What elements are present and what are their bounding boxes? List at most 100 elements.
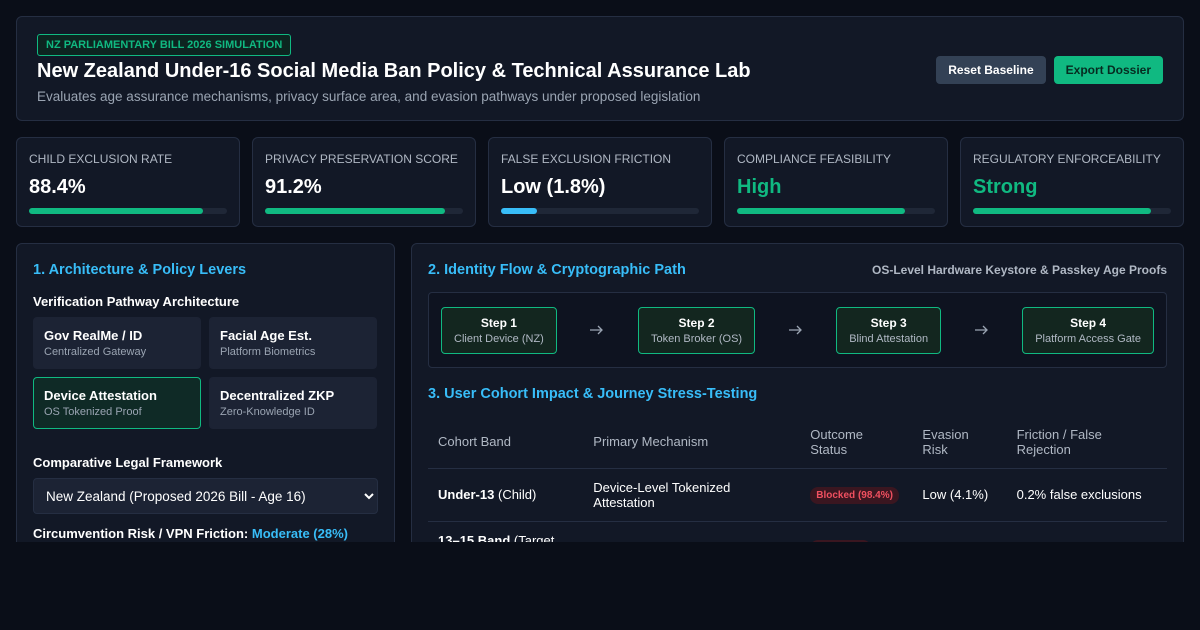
reset-button[interactable]: Reset Baseline (936, 56, 1046, 84)
card-title: Device Attestation (44, 388, 157, 403)
flow-box: Step 1 Client Device (NZ) Step 2 Token Brok… (428, 292, 1167, 368)
metric-card: FALSE EXCLUSION FRICTION Low (1.8%) (488, 137, 712, 227)
progress-fill (737, 208, 906, 214)
step-subtitle: Token Broker (OS) (650, 332, 743, 345)
subtitle: Evaluates age assurance mechanisms, priv… (37, 89, 701, 104)
card-subtitle: OS Tokenized Proof (44, 406, 142, 418)
note: OS-Level Hardware Keystore & Passkey Age… (871, 263, 1167, 277)
progress-track (501, 208, 699, 214)
metric-value: 88.4% (29, 176, 86, 198)
status-pill: Blocked (98.4%) (810, 486, 899, 504)
mechanism-cell: Device-Level Tokenized Attestation (583, 468, 801, 522)
status-pill: Restricted (810, 539, 872, 542)
pathway-card[interactable]: Facial Age Est. Platform Biometrics (209, 317, 377, 369)
column-header: Evasion Risk (912, 416, 1007, 469)
metric-label: CHILD EXCLUSION RATE (29, 152, 173, 166)
progress-track (29, 208, 227, 214)
progress-track (973, 208, 1171, 214)
flow-panel: 2. Identity Flow & Cryptographic Path OS… (411, 243, 1184, 542)
cohort-cell: Under-13 (Child) (428, 468, 584, 522)
metric-label: FALSE EXCLUSION FRICTION (501, 152, 672, 166)
progress-track (737, 208, 935, 214)
flow-step: Step 3 Blind Attestation (836, 306, 942, 354)
table-row: Under-13 (Child) Device-Level Tokenized A… (428, 468, 1167, 522)
step-subtitle: Platform Access Gate (1035, 332, 1141, 345)
label: Circumvention Risk / VPN Friction: (33, 526, 249, 541)
progress-track (265, 208, 463, 214)
levers-panel: 1. Architecture & Policy Levers Verifica… (16, 243, 395, 542)
column-header: Primary Mechanism (583, 416, 801, 469)
column-header: Outcome Status (800, 416, 913, 469)
step-title: Step 2 (678, 315, 715, 330)
metric-value: Low (1.8%) (501, 176, 606, 198)
progress-fill (501, 208, 537, 214)
circumvention: Circumvention Risk / VPN Friction: Moder… (33, 526, 378, 541)
step-title: Step 1 (480, 315, 517, 330)
content-area: 1. Architecture & Policy Levers Verifica… (0, 243, 1200, 542)
card-subtitle: Zero-Knowledge ID (220, 406, 315, 418)
status-cell: Restricted (800, 521, 913, 542)
friction-cell: 0.2% false exclusions (1006, 468, 1167, 522)
pathway-card[interactable]: Gov RealMe / ID Centralized Gateway (33, 317, 201, 369)
metric-card: CHILD EXCLUSION RATE 88.4% (16, 137, 240, 227)
arrow (974, 325, 988, 335)
flow-step: Step 2 Token Broker (OS) (637, 306, 756, 354)
badge: NZ PARLIAMENTARY BILL 2026 SIMULATION (37, 34, 292, 56)
table-row: 13–15 Band (Target NZDevice-Level Tokeni… (428, 521, 1167, 542)
pathway-card[interactable]: Decentralized ZKP Zero-Knowledge ID (209, 377, 377, 429)
arrow-path (590, 325, 604, 335)
step-title: Step 3 (870, 315, 907, 330)
metric-label: COMPLIANCE FEASIBILITY (737, 152, 892, 166)
subheading: Comparative Legal Framework (33, 455, 223, 470)
table-body: Under-13 (Child) Device-Level Tokenized A… (428, 468, 1167, 542)
step-subtitle: Blind Attestation (849, 332, 929, 345)
cohort-note: (Child) (497, 487, 537, 502)
friction-cell (1006, 521, 1167, 542)
metric-value: Strong (973, 176, 1038, 198)
value: Moderate (28%) (251, 526, 348, 541)
status-cell: Blocked (98.4%) (800, 468, 913, 522)
header-panel: NZ PARLIAMENTARY BILL 2026 SIMULATION Ne… (16, 16, 1184, 121)
button-group: Reset Baseline Export Dossier (936, 56, 1163, 84)
arrow (788, 325, 802, 335)
pathway-grid: Gov RealMe / ID Centralized Gateway Facial… (33, 317, 378, 429)
cohort-table: Cohort Band Primary Mechanism Outcome Stat… (428, 416, 1167, 542)
cohort-band: 13–15 Band (438, 532, 511, 543)
cohort-note: (Target NZ (513, 532, 555, 543)
card-title: Decentralized ZKP (220, 388, 335, 403)
step-subtitle: Client Device (NZ) (454, 332, 544, 345)
flow-step: Step 4 Platform Access Gate (1022, 306, 1154, 354)
metric-card: COMPLIANCE FEASIBILITY High (724, 137, 948, 227)
cohort-band: Under-13 (438, 487, 495, 502)
column-header: Friction / False Rejection (1006, 416, 1167, 469)
export-button[interactable]: Export Dossier (1053, 56, 1163, 84)
cohort-cell: 13–15 Band (Target NZ (428, 521, 584, 543)
card-subtitle: Centralized Gateway (44, 346, 147, 358)
risk-cell: Low (4.1%) (912, 468, 1007, 522)
metric-value: 91.2% (265, 176, 322, 198)
card-title: Facial Age Est. (220, 328, 312, 343)
flow-header: 2. Identity Flow & Cryptographic Path OS… (428, 262, 1167, 278)
subheading: Verification Pathway Architecture (33, 294, 240, 309)
card-title: Gov RealMe / ID (44, 328, 143, 343)
title: New Zealand Under-16 Social Media Ban Po… (37, 60, 751, 82)
metric-card: PRIVACY PRESERVATION SCORE 91.2% (252, 137, 476, 227)
progress-fill (265, 208, 446, 214)
metric-value: High (737, 176, 782, 198)
risk-cell: 28% bypass (912, 521, 1007, 542)
framework-select[interactable]: New Zealand (Proposed 2026 Bill - Age 16… (33, 478, 378, 514)
progress-fill (29, 208, 204, 214)
flow-step: Step 1 Client Device (NZ) (441, 306, 557, 354)
section-heading: 2. Identity Flow & Cryptographic Path (428, 262, 686, 278)
metric-label: PRIVACY PRESERVATION SCORE (265, 152, 458, 166)
metric-card: REGULATORY ENFORCEABILITY Strong (960, 137, 1184, 227)
mechanism-cell: Device-Level Tokenized (583, 521, 801, 542)
header-row: Cohort Band Primary Mechanism Outcome Stat… (428, 416, 1167, 469)
section-heading: 1. Architecture & Policy Levers (33, 262, 247, 278)
metric-label: REGULATORY ENFORCEABILITY (973, 152, 1161, 166)
pathway-card[interactable]: Device Attestation OS Tokenized Proof (33, 377, 201, 429)
arrow-path (974, 325, 988, 335)
arrow-path (788, 325, 802, 335)
step-title: Step 4 (1070, 315, 1107, 330)
